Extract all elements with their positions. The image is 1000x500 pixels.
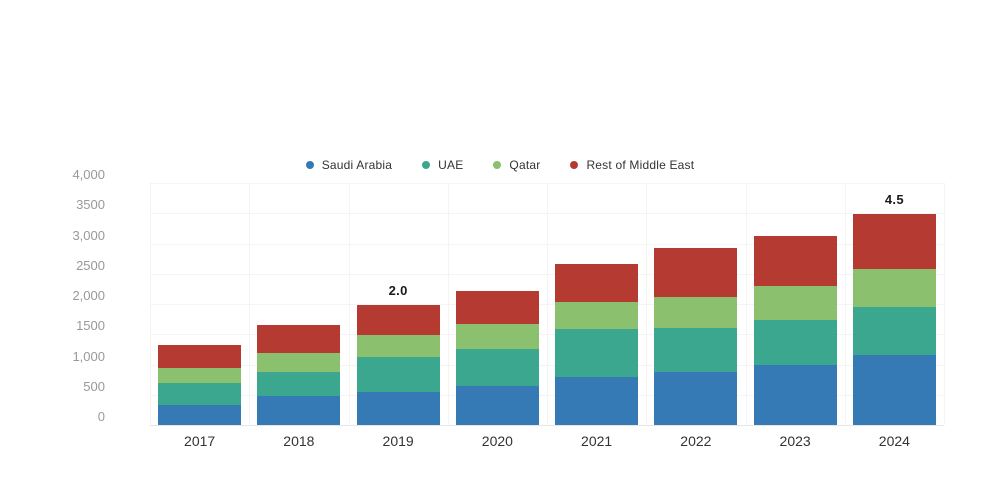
legend-item-label: Rest of Middle East bbox=[586, 158, 695, 172]
bar-segment-qatar-2020[interactable] bbox=[455, 323, 539, 350]
legend-swatch-icon bbox=[570, 161, 579, 169]
bar-segment-uae-2018[interactable] bbox=[257, 372, 341, 397]
bar-annotation-2024: 4.5 bbox=[884, 192, 904, 208]
legend-swatch-icon bbox=[493, 161, 502, 169]
x-axis-tick-label: 2019 bbox=[382, 433, 414, 449]
bar-segment-uae-2023[interactable] bbox=[753, 319, 837, 366]
bar-segment-qatar-2019[interactable] bbox=[356, 334, 440, 357]
legend-item-uae[interactable]: UAE bbox=[422, 158, 463, 172]
y-axis-tick-label: 1,000 bbox=[72, 348, 105, 364]
v-gridline bbox=[249, 183, 251, 425]
legend-swatch-icon bbox=[422, 161, 431, 169]
bar-segment-qatar-2022[interactable] bbox=[654, 297, 738, 328]
bar-segment-qatar-2023[interactable] bbox=[753, 285, 837, 320]
y-axis-tick-label: 4,000 bbox=[72, 167, 105, 182]
bar-segment-saudi-arabia-2019[interactable] bbox=[356, 391, 440, 425]
bar-segment-saudi-arabia-2017[interactable] bbox=[158, 405, 242, 425]
v-gridline bbox=[547, 183, 548, 425]
bar-segment-uae-2024[interactable] bbox=[852, 307, 936, 355]
bar-segment-saudi-arabia-2021[interactable] bbox=[555, 376, 639, 425]
bar-segment-rest-of-middle-east-2023[interactable] bbox=[753, 236, 837, 286]
bar-segment-rest-of-middle-east-2020[interactable] bbox=[455, 291, 539, 324]
legend-item-saudi-arabia[interactable]: Saudi Arabia bbox=[305, 158, 393, 172]
bar-segment-saudi-arabia-2024[interactable] bbox=[852, 354, 936, 425]
bar-annotation-2019: 2.0 bbox=[388, 282, 408, 298]
legend-swatch-icon bbox=[305, 161, 314, 169]
legend-item-label: UAE bbox=[438, 158, 464, 172]
legend-item-label: Qatar bbox=[509, 158, 541, 172]
y-axis-tick-label: 2500 bbox=[76, 257, 105, 273]
v-gridline bbox=[348, 183, 350, 425]
y-axis-tick-label: 500 bbox=[83, 378, 105, 394]
v-gridline bbox=[745, 183, 747, 425]
bar-segment-qatar-2018[interactable] bbox=[257, 353, 341, 373]
bar-segment-rest-of-middle-east-2019[interactable] bbox=[356, 304, 440, 335]
x-axis-tick-label: 2020 bbox=[481, 433, 513, 449]
legend-item-rest-of-middle-east[interactable]: Rest of Middle East bbox=[570, 158, 694, 172]
bar-segment-qatar-2021[interactable] bbox=[555, 302, 639, 329]
x-axis-tick-label: 2024 bbox=[878, 433, 910, 449]
y-axis-tick-label: 3500 bbox=[76, 197, 105, 213]
chart-legend: Saudi Arabia UAE Qatar Rest of Middle East bbox=[0, 158, 1000, 172]
y-axis-tick-label: 2,000 bbox=[72, 288, 105, 303]
y-axis-tick-label: 3,000 bbox=[72, 227, 105, 243]
bar-segment-uae-2019[interactable] bbox=[356, 356, 440, 392]
v-gridline bbox=[447, 183, 449, 425]
bar-segment-uae-2022[interactable] bbox=[654, 327, 738, 373]
bar-segment-rest-of-middle-east-2017[interactable] bbox=[158, 345, 242, 369]
v-gridline bbox=[150, 183, 151, 425]
v-gridline bbox=[944, 183, 945, 425]
bar-segment-saudi-arabia-2018[interactable] bbox=[257, 396, 341, 425]
legend-item-label: Saudi Arabia bbox=[321, 158, 393, 172]
bar-segment-uae-2017[interactable] bbox=[158, 382, 242, 406]
x-axis-tick-label: 2022 bbox=[680, 433, 712, 449]
bar-segment-uae-2021[interactable] bbox=[555, 328, 639, 377]
y-axis-tick-label: 0 bbox=[97, 409, 105, 424]
bar-segment-qatar-2017[interactable] bbox=[158, 368, 242, 383]
bar-segment-saudi-arabia-2020[interactable] bbox=[455, 385, 539, 425]
x-axis-tick-label: 2017 bbox=[184, 433, 216, 449]
bar-segment-qatar-2024[interactable] bbox=[852, 268, 936, 308]
y-axis-tick-label: 1500 bbox=[76, 318, 105, 334]
bar-segment-rest-of-middle-east-2024[interactable] bbox=[852, 214, 936, 269]
v-gridline bbox=[646, 183, 648, 425]
bar-segment-rest-of-middle-east-2021[interactable] bbox=[555, 263, 639, 303]
x-axis-tick-label: 2023 bbox=[779, 433, 811, 449]
bar-segment-saudi-arabia-2022[interactable] bbox=[654, 372, 738, 425]
x-axis-tick-label: 2021 bbox=[581, 433, 613, 449]
bar-segment-rest-of-middle-east-2022[interactable] bbox=[654, 248, 738, 298]
bar-segment-saudi-arabia-2023[interactable] bbox=[753, 365, 837, 425]
bar-segment-uae-2020[interactable] bbox=[455, 349, 539, 386]
x-axis-tick-label: 2018 bbox=[283, 433, 315, 449]
legend-item-qatar[interactable]: Qatar bbox=[493, 158, 540, 172]
v-gridline bbox=[844, 183, 846, 425]
x-axis-line bbox=[150, 425, 944, 426]
bar-segment-rest-of-middle-east-2018[interactable] bbox=[257, 325, 341, 353]
